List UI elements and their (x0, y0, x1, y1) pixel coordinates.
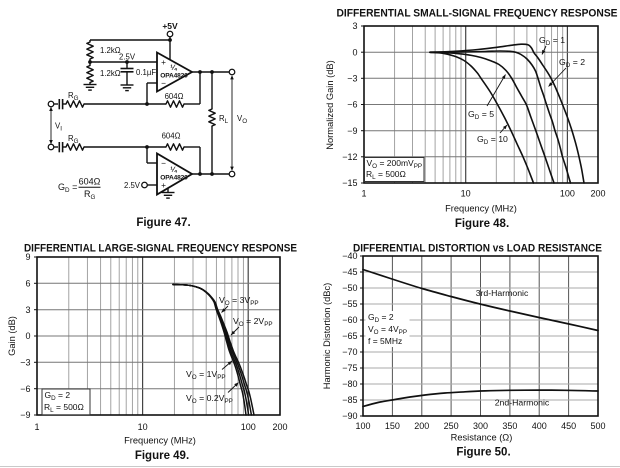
svg-text:450: 450 (561, 421, 576, 431)
svg-text:604Ω: 604Ω (162, 132, 181, 141)
svg-text:RL​: RL​ (219, 114, 229, 125)
svg-text:DIFFERENTIAL LARGE-SIGNAL FREQ: DIFFERENTIAL LARGE-SIGNAL FREQUENCY RESP… (24, 243, 297, 255)
svg-text:−: − (161, 158, 166, 168)
svg-text:1: 1 (361, 189, 366, 199)
svg-text:GD​ = 5: GD​ = 5 (468, 109, 494, 121)
svg-text:VO​ = 200mVPP​: VO​ = 200mVPP​ (367, 158, 423, 170)
svg-text:0.1µF: 0.1µF (136, 68, 156, 77)
svg-text:400: 400 (532, 421, 547, 431)
svg-text:VO​ = 1VPP​: VO​ = 1VPP​ (186, 369, 226, 381)
svg-text:Figure 50.: Figure 50. (456, 447, 510, 459)
svg-text:3: 3 (25, 305, 30, 315)
svg-text:−60: −60 (342, 315, 357, 325)
svg-text:f = 5MHz: f = 5MHz (368, 336, 402, 346)
svg-text:1.2kΩ: 1.2kΩ (100, 69, 121, 78)
svg-text:−70: −70 (342, 347, 357, 357)
svg-text:350: 350 (502, 421, 517, 431)
svg-text:+: + (161, 57, 166, 67)
svg-text:¼: ¼ (170, 63, 177, 72)
svg-text:GD​ =: GD​ = (58, 182, 77, 194)
svg-text:OPA4820: OPA4820 (160, 175, 188, 182)
svg-text:¼: ¼ (170, 165, 177, 174)
svg-text:+5V: +5V (162, 21, 178, 31)
svg-text:−40: −40 (342, 251, 357, 261)
svg-text:Frequency (MHz): Frequency (MHz) (445, 204, 517, 214)
svg-text:RL​ = 500Ω: RL​ = 500Ω (44, 402, 84, 414)
svg-text:100: 100 (560, 189, 575, 199)
svg-text:1.2kΩ: 1.2kΩ (100, 46, 121, 55)
svg-text:−6: −6 (347, 100, 357, 110)
svg-text:604Ω: 604Ω (79, 177, 101, 187)
svg-text:RG​: RG​ (68, 91, 79, 102)
svg-text:2.5V: 2.5V (124, 181, 141, 190)
svg-text:2.5V: 2.5V (119, 53, 136, 62)
svg-text:Frequency (MHz): Frequency (MHz) (124, 436, 196, 446)
svg-text:Figure 47.: Figure 47. (136, 217, 190, 229)
svg-text:−: − (161, 78, 166, 88)
svg-text:200: 200 (272, 422, 287, 432)
svg-text:200: 200 (590, 189, 605, 199)
svg-text:GD​ = 2: GD​ = 2 (45, 390, 71, 402)
svg-text:604Ω: 604Ω (165, 92, 184, 101)
svg-text:100: 100 (241, 422, 256, 432)
svg-text:+: + (161, 180, 166, 190)
svg-text:3: 3 (352, 21, 357, 31)
svg-text:VO​ = 3VPP​: VO​ = 3VPP​ (219, 295, 259, 307)
svg-text:−3: −3 (20, 358, 30, 368)
svg-text:−50: −50 (342, 283, 357, 293)
svg-text:250: 250 (444, 421, 459, 431)
svg-text:−12: −12 (342, 152, 357, 162)
svg-text:GD​ = 2: GD​ = 2 (559, 57, 585, 69)
svg-text:RL​ = 500Ω: RL​ = 500Ω (366, 169, 406, 181)
svg-text:−80: −80 (342, 379, 357, 389)
svg-text:1: 1 (34, 422, 39, 432)
svg-text:VO​ = 2VPP​: VO​ = 2VPP​ (233, 316, 273, 328)
svg-text:OPA4820: OPA4820 (160, 73, 188, 80)
svg-text:VO​ = 0.2VPP​: VO​ = 0.2VPP​ (186, 393, 233, 405)
svg-text:−45: −45 (342, 267, 357, 277)
svg-text:Normalized Gain (dB): Normalized Gain (dB) (325, 60, 335, 149)
svg-text:−15: −15 (342, 178, 357, 188)
svg-text:6: 6 (25, 279, 30, 289)
svg-text:0: 0 (352, 47, 357, 57)
svg-text:Figure 48.: Figure 48. (455, 218, 509, 230)
svg-text:RG​: RG​ (84, 189, 96, 201)
svg-text:Gain (dB): Gain (dB) (7, 316, 17, 356)
svg-text:100: 100 (355, 421, 370, 431)
svg-text:150: 150 (385, 421, 400, 431)
svg-text:Harmonic Distortion (dBc): Harmonic Distortion (dBc) (322, 283, 332, 389)
svg-text:DIFFERENTIAL DISTORTION vs LOA: DIFFERENTIAL DISTORTION vs LOAD RESISTAN… (353, 243, 602, 255)
svg-text:0: 0 (25, 331, 30, 341)
svg-text:Figure 49.: Figure 49. (135, 450, 189, 462)
svg-text:−85: −85 (342, 395, 357, 405)
svg-text:−3: −3 (347, 74, 357, 84)
svg-text:−90: −90 (342, 411, 357, 421)
svg-text:10: 10 (461, 189, 471, 199)
svg-text:VO​ = 4VPP​: VO​ = 4VPP​ (368, 324, 407, 336)
svg-text:VO​: VO​ (237, 114, 247, 125)
svg-text:−9: −9 (347, 126, 357, 136)
svg-text:−9: −9 (20, 410, 30, 420)
svg-text:9: 9 (25, 252, 30, 262)
svg-text:GD​ = 10: GD​ = 10 (477, 134, 508, 146)
svg-text:RG​: RG​ (68, 134, 79, 145)
svg-text:−65: −65 (342, 331, 357, 341)
svg-text:VI​: VI​ (55, 122, 62, 133)
svg-text:GD​ = 1: GD​ = 1 (539, 35, 565, 47)
svg-text:−55: −55 (342, 299, 357, 309)
svg-text:−6: −6 (20, 384, 30, 394)
svg-text:−75: −75 (342, 363, 357, 373)
svg-text:2nd-Harmonic: 2nd-Harmonic (495, 398, 550, 408)
svg-text:3rd-Harmonic: 3rd-Harmonic (476, 288, 529, 298)
svg-text:Resistance (Ω): Resistance (Ω) (451, 433, 513, 443)
svg-text:GD​ = 2: GD​ = 2 (368, 312, 394, 324)
svg-text:200: 200 (414, 421, 429, 431)
svg-text:10: 10 (138, 422, 148, 432)
svg-text:DIFFERENTIAL SMALL-SIGNAL FREQ: DIFFERENTIAL SMALL-SIGNAL FREQUENCY RESP… (337, 8, 618, 20)
svg-text:300: 300 (473, 421, 488, 431)
svg-text:500: 500 (590, 421, 605, 431)
